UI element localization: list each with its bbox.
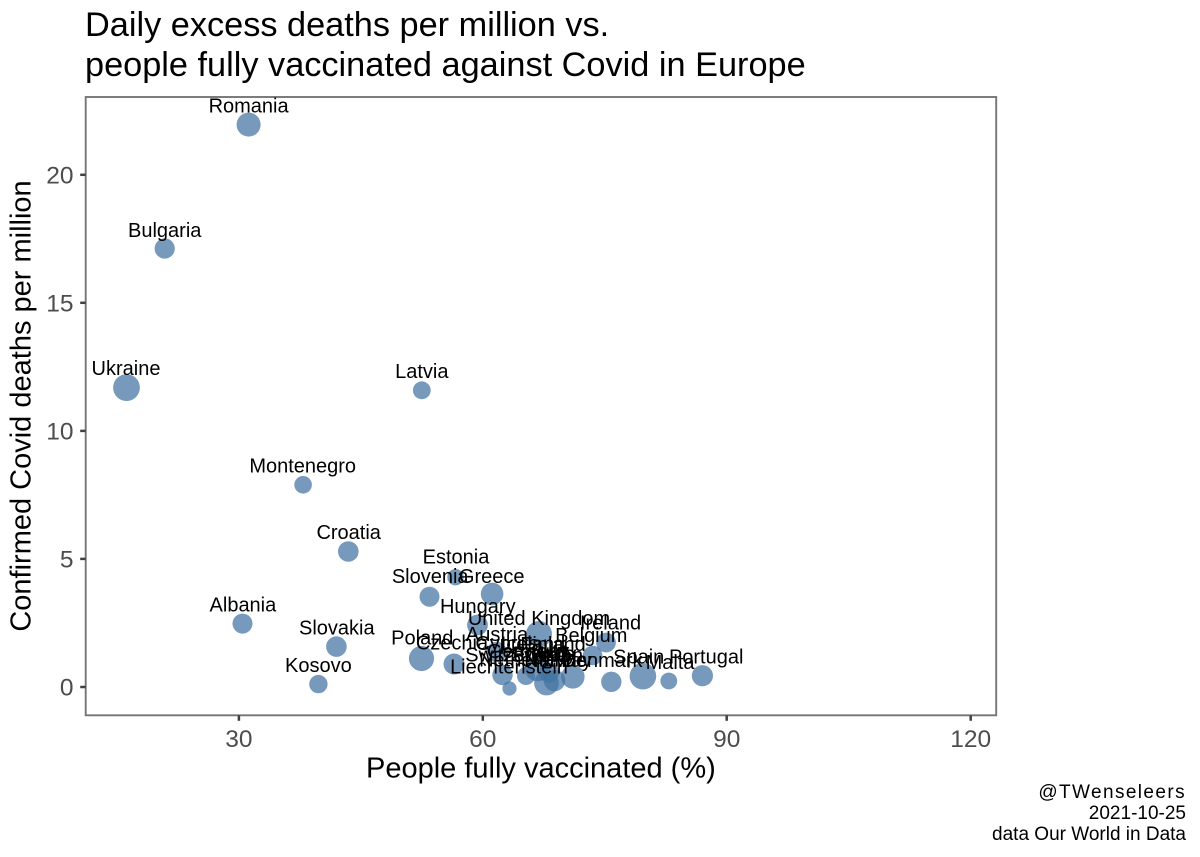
svg-text:15: 15 — [46, 291, 73, 318]
svg-text:Latvia: Latvia — [395, 361, 449, 383]
svg-text:Poland: Poland — [391, 628, 453, 650]
svg-text:Ireland: Ireland — [580, 613, 641, 635]
svg-text:United Kingdom: United Kingdom — [468, 608, 610, 630]
svg-text:Netherlands: Netherlands — [479, 650, 587, 672]
svg-text:30: 30 — [225, 726, 252, 753]
svg-text:Finland: Finland — [520, 634, 586, 656]
svg-text:people fully vaccinated agains: people fully vaccinated against Covid in… — [85, 46, 806, 84]
svg-text:Kosovo: Kosovo — [285, 655, 352, 677]
svg-text:Switzerland: Switzerland — [465, 645, 568, 667]
svg-text:90: 90 — [713, 726, 740, 753]
svg-text:0: 0 — [60, 675, 74, 702]
svg-text:Iceland: Iceland — [501, 634, 566, 656]
svg-text:Estonia: Estonia — [423, 547, 491, 569]
svg-text:Austria: Austria — [466, 624, 529, 646]
svg-text:France: France — [513, 644, 575, 666]
svg-text:Confirmed Covid deaths per mil: Confirmed Covid deaths per million — [6, 180, 38, 631]
svg-text:People fully vaccinated (%): People fully vaccinated (%) — [366, 753, 716, 785]
svg-text:@TWenseleers: @TWenseleers — [1038, 782, 1186, 803]
svg-text:Hungary: Hungary — [440, 596, 516, 618]
svg-text:Norway: Norway — [524, 650, 592, 672]
svg-text:120: 120 — [950, 726, 991, 753]
svg-text:Cyprus: Cyprus — [475, 633, 538, 655]
svg-text:data Our World in Data: data Our World in Data — [992, 824, 1186, 845]
svg-text:Czechia: Czechia — [416, 633, 489, 655]
svg-text:Germany: Germany — [487, 641, 569, 663]
svg-text:Greece: Greece — [459, 566, 525, 588]
svg-text:Belgium: Belgium — [555, 625, 627, 647]
svg-text:Malta: Malta — [646, 652, 696, 674]
svg-text:Romania: Romania — [209, 95, 290, 117]
svg-text:Ukraine: Ukraine — [92, 358, 161, 380]
svg-text:Italy: Italy — [540, 644, 577, 666]
svg-text:Montenegro: Montenegro — [249, 455, 356, 477]
svg-text:Sweden: Sweden — [511, 645, 583, 667]
svg-text:Croatia: Croatia — [316, 522, 381, 544]
svg-text:Slovakia: Slovakia — [299, 617, 375, 639]
svg-text:Liechtenstein: Liechtenstein — [450, 657, 568, 679]
svg-text:Daily excess deaths per millio: Daily excess deaths per million vs. — [85, 6, 609, 44]
svg-text:Denmark: Denmark — [561, 650, 643, 672]
svg-text:Portugal: Portugal — [669, 647, 744, 669]
svg-text:20: 20 — [46, 163, 73, 190]
svg-text:10: 10 — [46, 419, 73, 446]
svg-text:5: 5 — [60, 547, 74, 574]
svg-text:Slovenia: Slovenia — [392, 566, 470, 588]
svg-text:60: 60 — [469, 726, 496, 753]
svg-text:2021-10-25: 2021-10-25 — [1089, 803, 1186, 824]
svg-text:Spain: Spain — [613, 647, 664, 669]
svg-text:Bulgaria: Bulgaria — [128, 220, 202, 242]
svg-text:Albania: Albania — [210, 594, 278, 616]
